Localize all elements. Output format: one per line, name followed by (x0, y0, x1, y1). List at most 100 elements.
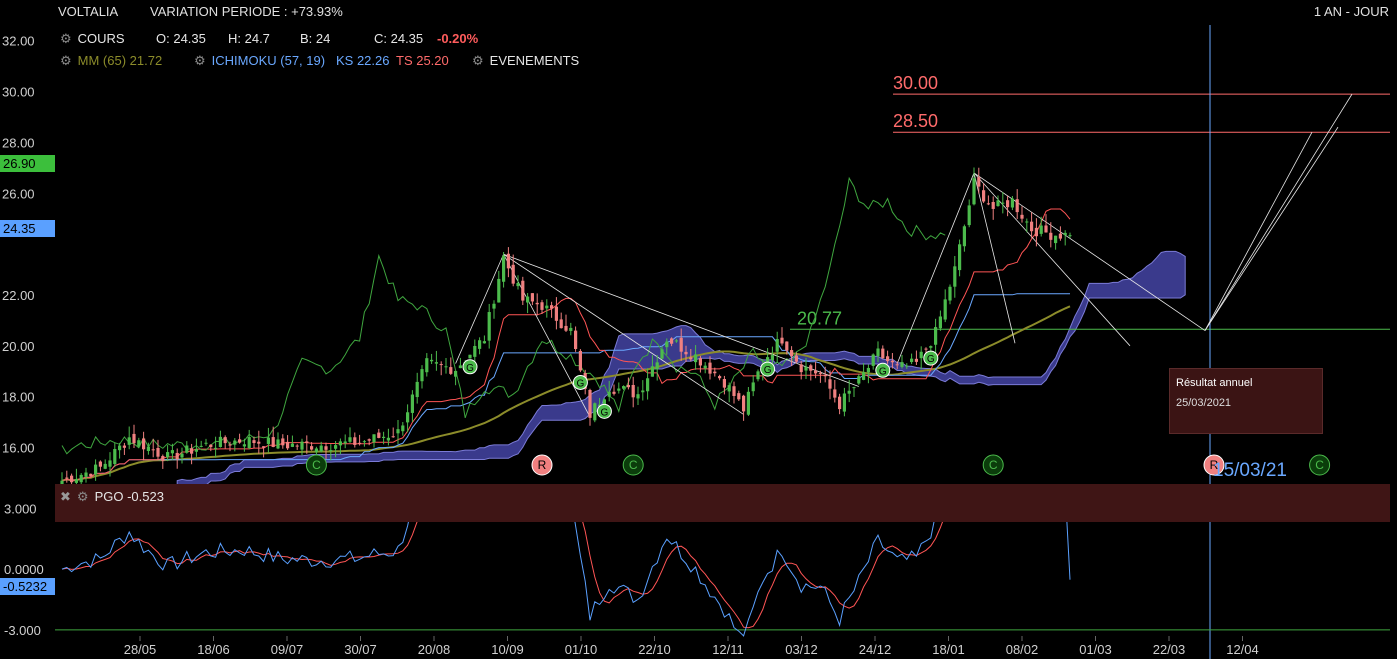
event-circle (572, 374, 588, 390)
candle-body (842, 393, 846, 412)
event-circle (531, 454, 553, 476)
candle-body (247, 437, 251, 449)
x-tick-label: 09/07 (271, 642, 304, 657)
candle-body (770, 354, 774, 361)
event-marker: R (531, 454, 553, 476)
candle-body (305, 441, 309, 444)
candle-body (271, 437, 275, 448)
candle-body (612, 391, 616, 394)
ts-label: TS 25.20 (396, 53, 449, 68)
y-tick-label: 20.00 (2, 339, 35, 354)
y-tick-label: 18.00 (2, 390, 35, 405)
candle-body (218, 436, 222, 447)
event-marker: C (982, 454, 1004, 476)
candle-body (578, 350, 582, 371)
candle-body (526, 296, 530, 303)
gear-icon[interactable]: ⚙ (76, 489, 89, 504)
fan-line (1204, 93, 1353, 331)
open-value: O: 24.35 (156, 31, 206, 46)
gear-icon[interactable]: ⚙ (472, 53, 484, 68)
event-marker: G (923, 350, 939, 366)
events-label: EVENEMENTS (489, 53, 580, 68)
candle-body (166, 452, 170, 458)
candle-body (550, 305, 554, 309)
candle-body (497, 278, 501, 303)
candle-body (756, 371, 760, 380)
candle-body (286, 441, 290, 449)
fan-line (455, 254, 504, 364)
candle-body (434, 362, 438, 364)
events-legend[interactable]: ⚙ EVENEMENTS (472, 53, 579, 69)
period-selector[interactable]: 1 AN - JOUR (1313, 4, 1389, 19)
x-tick-label: 20/08 (418, 642, 451, 657)
cursor-date: 15/03/21 (1213, 460, 1287, 481)
gear-icon[interactable]: ⚙ (60, 53, 72, 68)
candle-body (444, 366, 448, 368)
candle-body (905, 365, 909, 367)
candle-body (934, 327, 938, 345)
cours-legend[interactable]: ⚙ COURS (60, 31, 125, 47)
candle-body (996, 200, 1000, 207)
candle-body (1049, 232, 1053, 240)
candle-body (742, 395, 746, 412)
candle-body (617, 388, 621, 391)
gear-icon[interactable]: ⚙ (194, 53, 206, 68)
cours-label: COURS (77, 31, 125, 46)
candles (60, 167, 1072, 490)
candle-body (348, 437, 352, 442)
low-value: B: 24 (300, 31, 331, 46)
candle-body (415, 381, 419, 398)
candle-body (972, 178, 976, 205)
candle-body (674, 340, 678, 342)
candle-body (175, 452, 179, 460)
candle-body (1020, 214, 1024, 219)
candle-body (377, 432, 381, 438)
candle-body (386, 437, 390, 441)
candle-body (929, 346, 933, 348)
candle-body (737, 393, 741, 400)
gear-icon[interactable]: ⚙ (60, 31, 72, 46)
ichimoku-legend[interactable]: ⚙ ICHIMOKU (57, 19) (194, 53, 325, 69)
candle-body (694, 354, 698, 363)
candle-body (185, 445, 189, 453)
candle-body (703, 365, 707, 369)
pgo-tick-label: 3.000 (4, 501, 37, 516)
candle-body (799, 364, 803, 373)
candle-body (718, 376, 722, 379)
fan-lines (455, 93, 1353, 418)
close-icon[interactable]: ✖ (60, 489, 71, 504)
event-marker: C (1309, 454, 1331, 476)
candle-body (338, 441, 342, 446)
candle-body (1015, 199, 1019, 213)
candle-body (900, 362, 904, 367)
candle-body (420, 369, 424, 382)
candle-body (828, 379, 832, 389)
ichimoku-cloud (176, 250, 1186, 489)
mm-line (61, 305, 1071, 482)
candle-body (876, 348, 880, 357)
mm-legend[interactable]: ⚙ MM (65) 21.72 (60, 53, 162, 69)
candle-body (358, 442, 362, 444)
candle-body (910, 358, 914, 363)
candle-body (190, 448, 194, 454)
candle-body (103, 463, 107, 469)
candle-body (204, 442, 208, 444)
candle-body (242, 444, 246, 447)
candle-body (233, 440, 237, 445)
candle-body (353, 437, 357, 445)
pgo-legend[interactable]: ✖ ⚙ PGO -0.523 (60, 489, 164, 505)
candle-body (982, 190, 986, 202)
candle-body (588, 389, 592, 418)
event-label: G (601, 407, 609, 418)
candle-body (564, 325, 568, 331)
candle-body (262, 446, 266, 448)
candle-body (94, 464, 98, 475)
fan-line (973, 172, 1016, 344)
y-axis-labels: 16.00 18.00 20.00 22.00 26.00 28.00 30.00 32.00 (2, 34, 35, 456)
candle-body (314, 448, 318, 453)
event-tooltip: Résultat annuel 25/03/2021 (1169, 368, 1323, 434)
candle-body (886, 356, 890, 362)
candle-body (329, 450, 333, 452)
candle-body (372, 434, 376, 443)
